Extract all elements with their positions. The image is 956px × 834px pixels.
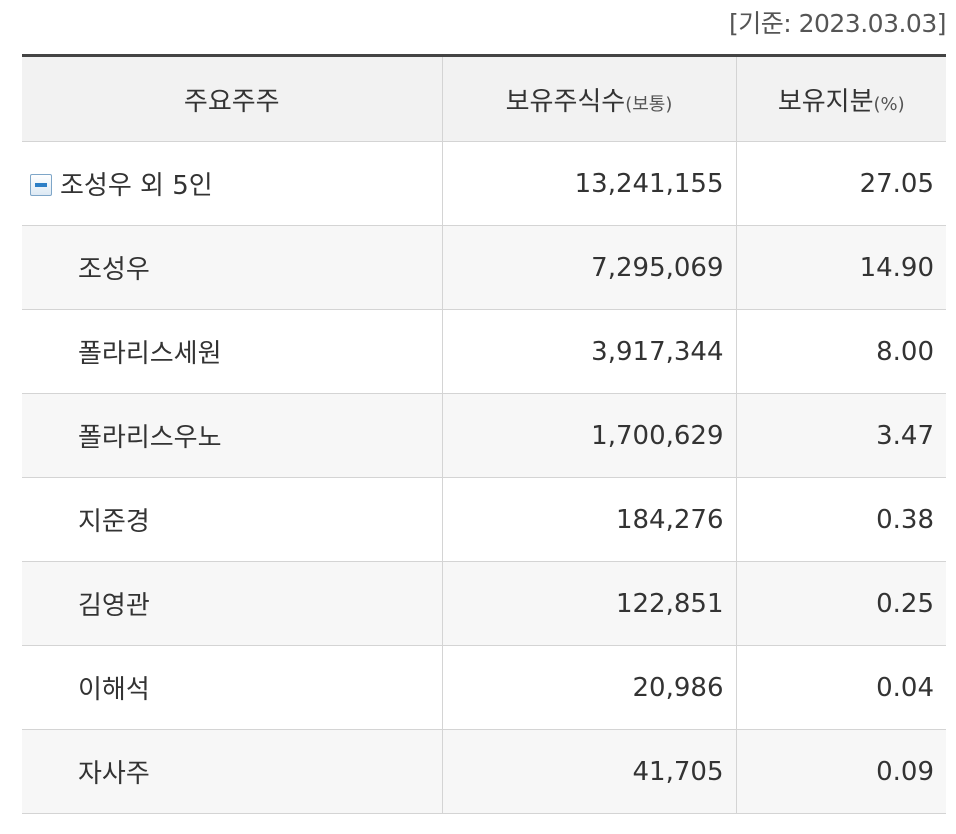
table-row: 이해석 20,986 0.04 bbox=[22, 645, 946, 730]
holder-name: 지준경 bbox=[22, 477, 442, 562]
shares-cell: 122,851 bbox=[441, 561, 736, 646]
shares-cell: 184,276 bbox=[441, 477, 736, 562]
header-percent-label: 보유지분 bbox=[777, 86, 874, 117]
shares-cell: 1,700,629 bbox=[441, 393, 736, 478]
header-holder-label: 주요주주 bbox=[183, 86, 280, 117]
percent-cell: 0.04 bbox=[735, 645, 946, 730]
shares-cell: 7,295,069 bbox=[441, 225, 736, 310]
table-row: 지준경 184,276 0.38 bbox=[22, 477, 946, 562]
holder-name-cell: 조성우 외 5인 bbox=[22, 141, 442, 226]
table-row: 폴라리스우노 1,700,629 3.47 bbox=[22, 393, 946, 478]
header-percent: 보유지분(%) bbox=[735, 55, 946, 142]
table-row-group[interactable]: 조성우 외 5인 13,241,155 27.05 bbox=[22, 141, 946, 226]
holder-name: 자사주 bbox=[22, 729, 442, 814]
table-row: 자사주 41,705 0.09 bbox=[22, 729, 946, 814]
shares-cell: 20,986 bbox=[441, 645, 736, 730]
table-row: 조성우 7,295,069 14.90 bbox=[22, 225, 946, 310]
header-shares: 보유주식수(보통) bbox=[441, 55, 736, 142]
percent-cell: 0.09 bbox=[735, 729, 946, 814]
percent-cell: 0.38 bbox=[735, 477, 946, 562]
holder-name: 폴라리스우노 bbox=[22, 393, 442, 478]
table-row: 폴라리스세원 3,917,344 8.00 bbox=[22, 309, 946, 394]
shares-cell: 13,241,155 bbox=[441, 141, 736, 226]
base-date-note: [기준: 2023.03.03] bbox=[728, 9, 947, 38]
percent-cell: 27.05 bbox=[735, 141, 946, 226]
major-shareholders-table: 주요주주 보유주식수(보통) 보유지분(%) 조성우 외 5인 13,241,1… bbox=[22, 54, 946, 814]
holder-name: 조성우 bbox=[22, 225, 442, 310]
holder-name: 조성우 외 5인 bbox=[60, 171, 213, 201]
holder-name: 폴라리스세원 bbox=[22, 309, 442, 394]
percent-cell: 0.25 bbox=[735, 561, 946, 646]
header-holder: 주요주주 bbox=[22, 55, 442, 142]
percent-cell: 8.00 bbox=[735, 309, 946, 394]
holder-name: 이해석 bbox=[22, 645, 442, 730]
header-percent-sub: (%) bbox=[873, 93, 905, 115]
table-header-row: 주요주주 보유주식수(보통) 보유지분(%) bbox=[22, 55, 946, 142]
header-shares-label: 보유주식수 bbox=[505, 86, 626, 117]
table-row: 김영관 122,851 0.25 bbox=[22, 561, 946, 646]
shares-cell: 3,917,344 bbox=[441, 309, 736, 394]
shares-cell: 41,705 bbox=[441, 729, 736, 814]
percent-cell: 3.47 bbox=[735, 393, 946, 478]
holder-name: 김영관 bbox=[22, 561, 442, 646]
collapse-minus-icon[interactable] bbox=[30, 173, 52, 196]
header-shares-sub: (보통) bbox=[625, 93, 673, 115]
percent-cell: 14.90 bbox=[735, 225, 946, 310]
